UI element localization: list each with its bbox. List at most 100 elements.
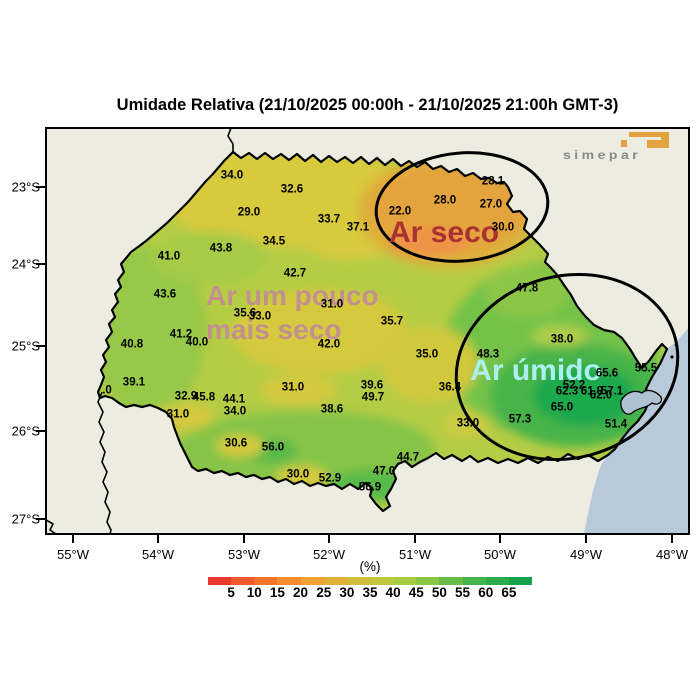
colorbar-cell — [231, 577, 255, 585]
station-value: 52.2 — [562, 379, 586, 392]
lon-tick-label: 51°W — [399, 547, 431, 562]
colorbar-tick: 35 — [362, 585, 378, 600]
lon-tick-label: 50°W — [484, 547, 516, 562]
lon-tick-mark — [585, 534, 587, 543]
station-value: 33.0 — [248, 310, 272, 323]
lat-tick-mark — [36, 263, 46, 265]
station-value: 28.0 — [433, 194, 457, 207]
lon-tick-mark — [72, 534, 74, 543]
station-value: 29.0 — [237, 206, 261, 219]
colorbar-cell — [254, 577, 278, 585]
colorbar-cell — [416, 577, 440, 585]
lon-tick-label: 52°W — [313, 547, 345, 562]
colorbar-tick: 25 — [316, 585, 332, 600]
station-value: 39.1 — [122, 376, 146, 389]
station-value: 65.6 — [595, 367, 619, 380]
colorbar-tick: 50 — [431, 585, 447, 600]
station-value: 43.6 — [153, 288, 177, 301]
lat-tick-label: 27°S — [11, 511, 40, 527]
station-value: 42.7 — [283, 267, 307, 280]
colorbar-cell — [462, 577, 486, 585]
lat-tick-mark — [36, 430, 46, 432]
station-value: 65.0 — [550, 401, 574, 414]
colorbar-tick: 15 — [269, 585, 285, 600]
station-value: 40.8 — [120, 338, 144, 351]
station-value: 33.0 — [456, 417, 480, 430]
station-value: 27.0 — [479, 198, 503, 211]
southwest-corner-river — [46, 519, 57, 534]
station-value: 42.0 — [317, 338, 341, 351]
state-boundary — [96, 150, 669, 513]
station-value: 35.0 — [415, 348, 439, 361]
station-value: 44.7 — [396, 451, 420, 464]
station-value: 31.0 — [281, 381, 305, 394]
station-value: 30.0 — [286, 468, 310, 481]
station-value: 51.4 — [604, 418, 628, 431]
lon-tick-mark — [328, 534, 330, 543]
colorbar-tick: 55 — [455, 585, 471, 600]
station-value: 48.3 — [476, 348, 500, 361]
island-dot — [670, 355, 674, 359]
station-value: 38.0 — [550, 333, 574, 346]
colorbar-tick: 45 — [408, 585, 424, 600]
humid-air-ellipse — [454, 272, 680, 462]
colorbar-cell — [277, 577, 301, 585]
colorbar-cell — [346, 577, 370, 585]
colorbar-tick: 10 — [246, 585, 262, 600]
station-value: 28.1 — [481, 175, 505, 188]
lon-tick-label: 54°W — [142, 547, 174, 562]
station-value: 34.0 — [223, 405, 247, 418]
colorbar-cell — [439, 577, 463, 585]
simepar-logo-icon — [621, 132, 669, 148]
lat-tick-label: 26°S — [11, 423, 40, 439]
station-value: 56.9 — [358, 481, 382, 494]
station-value: 33.7 — [317, 213, 341, 226]
annotation-dry-air: Ar seco — [388, 216, 500, 249]
station-value: 31.0 — [166, 408, 190, 421]
station-value: 38.6 — [320, 403, 344, 416]
paranagua-bay — [620, 389, 663, 415]
simepar-logo-text: simepar — [563, 148, 642, 162]
station-value: 47.0 — [372, 465, 396, 478]
colorbar-tick: 60 — [478, 585, 494, 600]
station-value: 39.6 — [360, 379, 384, 392]
station-value: 55.5 — [634, 362, 658, 375]
lat-tick-mark — [36, 186, 46, 188]
lon-tick-label: 53°W — [228, 547, 260, 562]
station-value: 30.0 — [491, 221, 515, 234]
annotation-semi-dry-line2: mais seco — [206, 314, 342, 345]
colorbar-tick: 30 — [339, 585, 355, 600]
parana-river-border — [97, 391, 112, 534]
station-value: 41.0 — [157, 250, 181, 263]
annotation-semi-dry-air: Ar um pouco mais seco — [206, 279, 379, 347]
simepar-logo: simepar — [561, 130, 679, 168]
colorbar-tick: 65 — [501, 585, 517, 600]
dry-air-ellipse — [374, 151, 550, 263]
lon-tick-mark — [157, 534, 159, 543]
map-area — [46, 128, 689, 534]
station-value: 57.1 — [600, 385, 624, 398]
station-value: 22.0 — [388, 205, 412, 218]
ocean — [584, 327, 689, 534]
colorbar-tick: 5 — [227, 585, 235, 600]
page-title: Umidade Relativa (21/10/2025 00:00h - 21… — [116, 96, 619, 114]
lon-tick-mark — [414, 534, 416, 543]
lon-tick-label: 49°W — [570, 547, 602, 562]
station-value: 32.6 — [280, 183, 304, 196]
north-neighbor-border — [227, 128, 234, 152]
station-value: 40.0 — [185, 336, 209, 349]
station-value: 61.9 — [580, 385, 604, 398]
station-value: 34.0 — [220, 169, 244, 182]
lon-tick-mark — [499, 534, 501, 543]
station-value: 41.2 — [169, 328, 193, 341]
station-value: 62.0 — [589, 389, 613, 402]
colorbar-cell — [508, 577, 532, 585]
lat-tick-mark — [36, 345, 46, 347]
colorbar-tick: 20 — [293, 585, 309, 600]
lat-tick-label: 23°S — [11, 179, 40, 195]
station-value: 57.3 — [508, 413, 532, 426]
station-value: 32.9 — [174, 390, 198, 403]
colorbar-unit-label: (%) — [359, 559, 381, 574]
lon-tick-mark — [243, 534, 245, 543]
